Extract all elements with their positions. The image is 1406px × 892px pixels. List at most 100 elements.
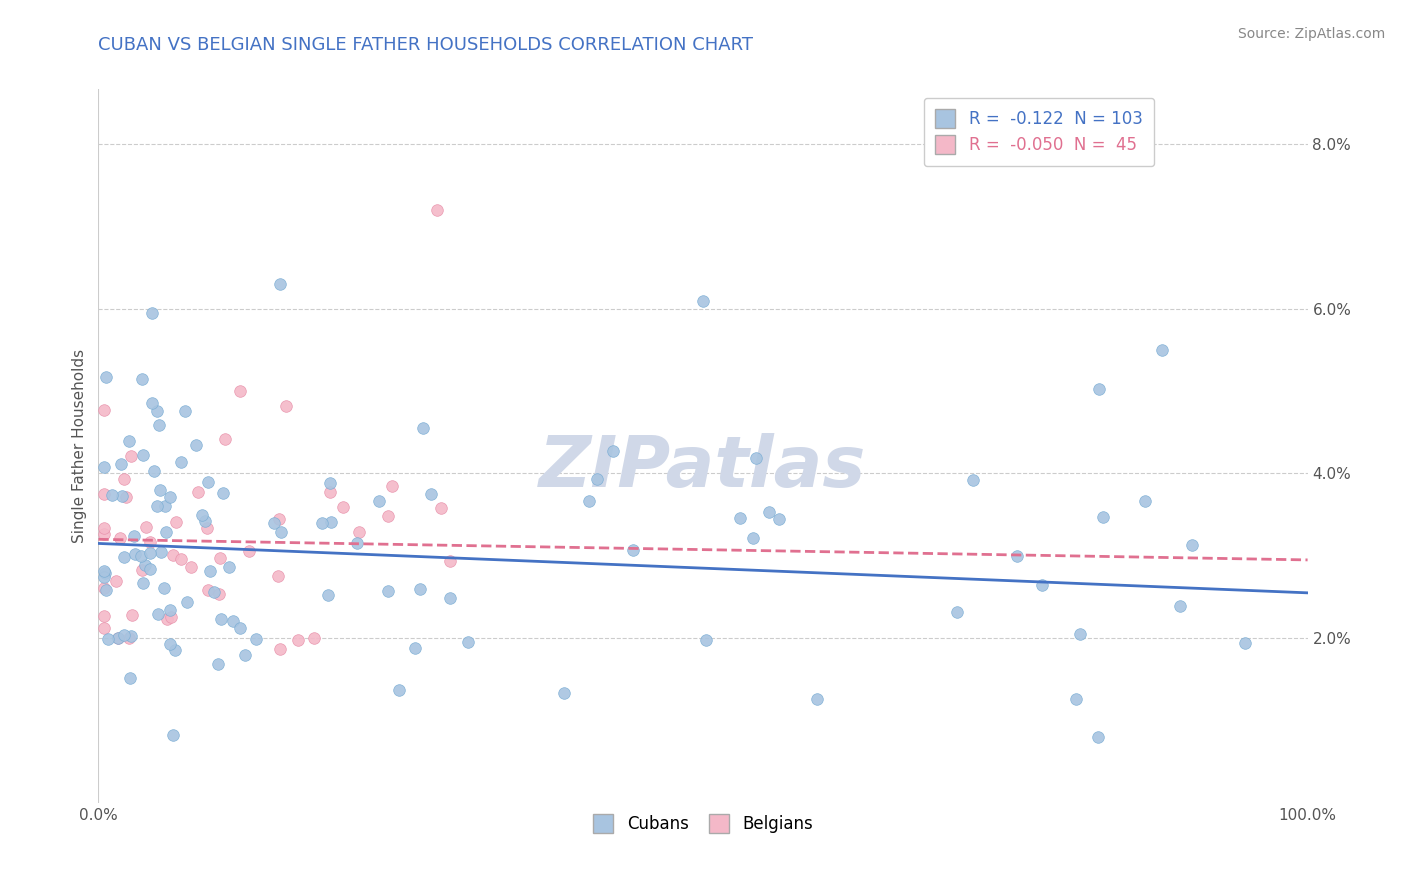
Point (118, 671, 141, 685)
Point (93, 621, 115, 635)
Point (1031, 577, 1053, 591)
Text: Source: ZipAtlas.com: Source: ZipAtlas.com (1237, 27, 1385, 41)
Point (184, 438, 207, 452)
Point (209, 612, 232, 626)
Point (319, 475, 342, 490)
Point (1168, 599, 1191, 613)
Point (159, 609, 181, 624)
Point (1069, 626, 1091, 640)
Point (93, 403, 115, 417)
Point (145, 404, 167, 418)
Point (94, 566, 117, 580)
Point (377, 584, 399, 599)
Point (159, 637, 181, 651)
Point (112, 550, 135, 565)
Point (267, 512, 290, 526)
Point (110, 457, 132, 471)
Point (349, 525, 371, 540)
Point (420, 487, 443, 501)
Point (174, 404, 197, 418)
Point (94, 582, 117, 597)
Point (1233, 635, 1256, 649)
Point (93, 527, 115, 541)
Point (269, 641, 291, 656)
Point (112, 628, 135, 642)
Point (602, 444, 624, 458)
Point (404, 640, 426, 655)
Point (426, 202, 449, 217)
Point (93, 521, 115, 535)
Point (202, 584, 225, 599)
Point (120, 449, 142, 463)
Point (170, 552, 193, 566)
Point (311, 516, 333, 531)
Point (304, 631, 326, 645)
Point (319, 515, 342, 529)
Point (169, 455, 191, 469)
Point (742, 531, 765, 545)
Point (149, 483, 172, 497)
Point (108, 531, 131, 545)
Y-axis label: Single Father Households: Single Father Households (72, 349, 87, 543)
Point (377, 508, 399, 523)
Point (214, 432, 236, 446)
Point (93, 564, 115, 578)
Point (946, 605, 969, 619)
Point (146, 607, 169, 622)
Point (105, 574, 128, 588)
Point (176, 595, 198, 609)
Point (207, 657, 229, 672)
Point (768, 512, 790, 526)
Point (97, 632, 120, 646)
Point (191, 508, 214, 522)
Point (269, 277, 291, 291)
Point (112, 472, 135, 486)
Point (1087, 730, 1109, 744)
Point (162, 728, 184, 742)
Point (118, 434, 141, 448)
Point (165, 515, 187, 529)
Point (1064, 692, 1087, 706)
Point (155, 612, 177, 626)
Point (93, 570, 115, 584)
Point (120, 629, 142, 643)
Point (1181, 538, 1204, 552)
Point (159, 491, 181, 505)
Point (132, 448, 155, 462)
Point (129, 549, 152, 563)
Point (195, 521, 218, 535)
Point (730, 510, 752, 524)
Point (228, 384, 250, 398)
Point (332, 500, 354, 515)
Point (346, 536, 368, 550)
Point (692, 293, 714, 308)
Point (270, 524, 292, 539)
Point (245, 632, 267, 646)
Point (744, 450, 766, 465)
Point (155, 525, 177, 540)
Point (115, 490, 138, 504)
Point (107, 631, 129, 645)
Point (93, 581, 115, 595)
Point (238, 544, 260, 558)
Point (198, 564, 221, 578)
Point (131, 562, 153, 576)
Point (430, 500, 453, 515)
Point (211, 486, 233, 500)
Point (208, 587, 231, 601)
Point (187, 484, 209, 499)
Point (124, 547, 146, 561)
Point (1152, 343, 1174, 357)
Point (135, 520, 157, 534)
Point (439, 554, 461, 568)
Point (412, 421, 434, 435)
Point (962, 473, 984, 487)
Point (159, 602, 181, 616)
Point (162, 549, 184, 563)
Point (150, 545, 173, 559)
Text: ZIPatlas: ZIPatlas (540, 433, 866, 502)
Point (93, 609, 115, 624)
Point (139, 534, 162, 549)
Point (141, 395, 163, 409)
Point (1005, 549, 1028, 564)
